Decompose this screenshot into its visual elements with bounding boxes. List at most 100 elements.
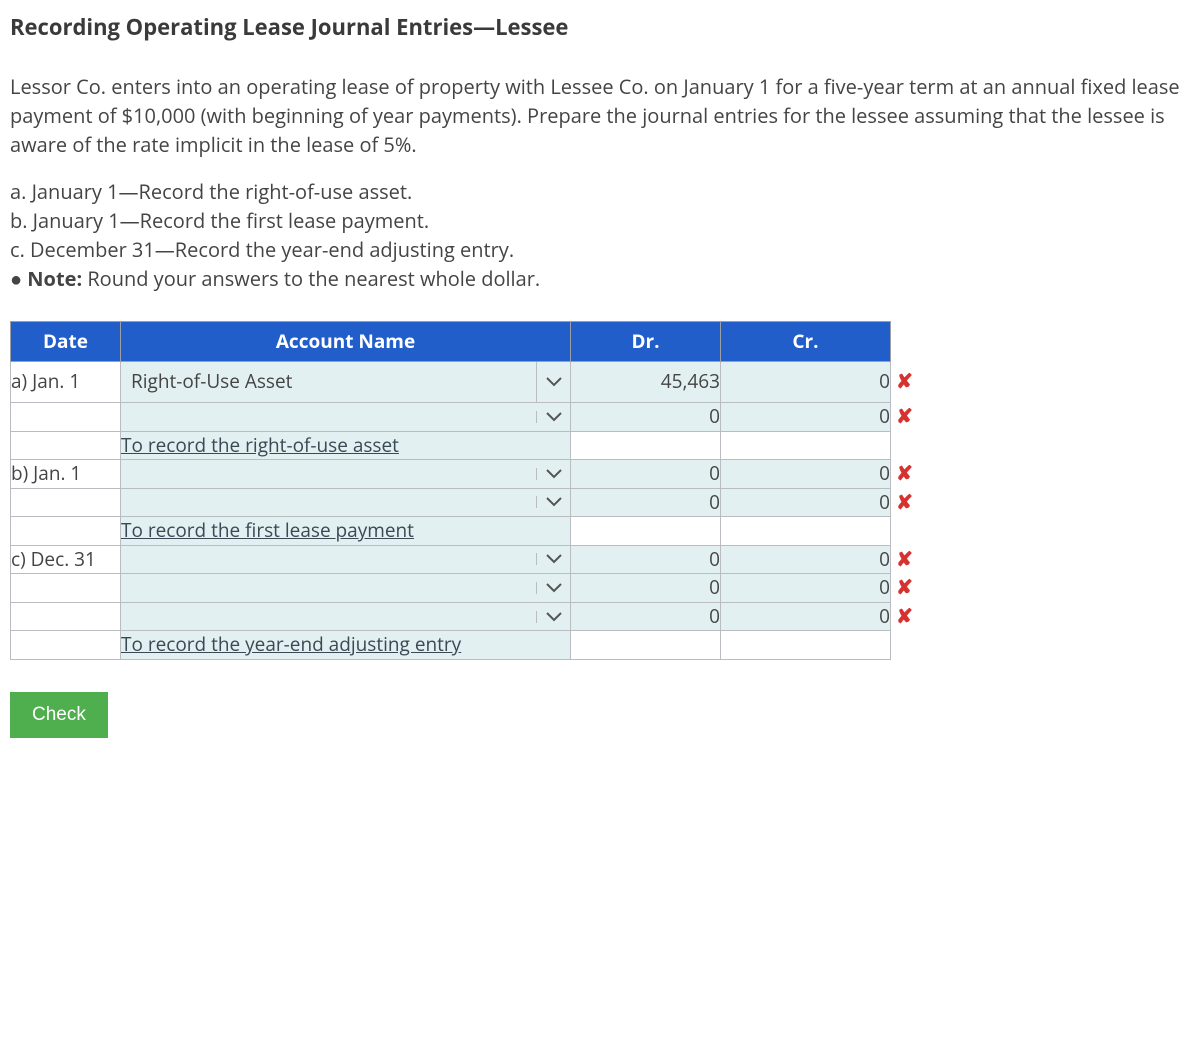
col-header-mark — [891, 321, 919, 362]
account-cell: Right-of-Use Asset — [121, 362, 571, 403]
account-select[interactable] — [121, 468, 536, 480]
cr-input[interactable]: 0 — [721, 488, 891, 517]
journal-entry-table: Date Account Name Dr. Cr. a) Jan. 1 Righ… — [10, 321, 919, 660]
chevron-down-icon[interactable] — [536, 411, 570, 423]
table-row: a) Jan. 1 Right-of-Use Asset 45,463 0 ✘ — [11, 362, 919, 403]
dr-cell — [571, 631, 721, 660]
dr-input[interactable]: 0 — [571, 402, 721, 431]
date-cell: a) Jan. 1 — [11, 362, 121, 403]
account-cell — [121, 460, 571, 489]
account-select[interactable] — [121, 611, 536, 623]
chevron-down-icon[interactable] — [536, 553, 570, 565]
entry-description: To record the first lease payment — [121, 517, 571, 546]
x-icon: ✘ — [896, 402, 913, 429]
mark-cell — [891, 431, 919, 460]
instruction-b: b. January 1—Record the first lease paym… — [10, 206, 1190, 235]
date-cell — [11, 402, 121, 431]
table-row: c) Dec. 31 0 0 ✘ — [11, 545, 919, 574]
dr-input[interactable]: 0 — [571, 545, 721, 574]
dr-input[interactable]: 0 — [571, 574, 721, 603]
chevron-down-icon[interactable] — [536, 582, 570, 594]
account-select[interactable] — [121, 496, 536, 508]
table-row-desc: To record the right-of-use asset — [11, 431, 919, 460]
desc-text: To record the right-of-use asset — [121, 432, 399, 458]
dr-input[interactable]: 0 — [571, 488, 721, 517]
check-button[interactable]: Check — [10, 692, 108, 738]
dr-input[interactable]: 0 — [571, 460, 721, 489]
instruction-note: ● Note: Round your answers to the neares… — [10, 264, 1190, 293]
x-icon: ✘ — [896, 459, 913, 486]
mark-cell: ✘ — [891, 602, 919, 631]
mark-cell — [891, 517, 919, 546]
table-row: 0 0 ✘ — [11, 402, 919, 431]
entry-description: To record the year-end adjusting entry — [121, 631, 571, 660]
date-cell: c) Dec. 31 — [11, 545, 121, 574]
note-label: Note: — [27, 265, 82, 292]
x-icon: ✘ — [896, 367, 913, 394]
mark-cell: ✘ — [891, 460, 919, 489]
mark-cell: ✘ — [891, 545, 919, 574]
x-icon: ✘ — [896, 545, 913, 572]
dr-cell — [571, 431, 721, 460]
x-icon: ✘ — [896, 573, 913, 600]
dr-cell — [571, 517, 721, 546]
table-row-desc: To record the first lease payment — [11, 517, 919, 546]
cr-input[interactable]: 0 — [721, 402, 891, 431]
account-cell — [121, 545, 571, 574]
dr-input[interactable]: 0 — [571, 602, 721, 631]
cr-input[interactable]: 0 — [721, 574, 891, 603]
entry-description: To record the right-of-use asset — [121, 431, 571, 460]
chevron-down-icon[interactable] — [536, 496, 570, 508]
note-text: Round your answers to the nearest whole … — [82, 265, 540, 292]
x-icon: ✘ — [896, 602, 913, 629]
page-title: Recording Operating Lease Journal Entrie… — [10, 12, 1190, 44]
date-cell — [11, 631, 121, 660]
mark-cell: ✘ — [891, 402, 919, 431]
table-row: 0 0 ✘ — [11, 602, 919, 631]
dr-input[interactable]: 45,463 — [571, 362, 721, 403]
table-row: 0 0 ✘ — [11, 574, 919, 603]
chevron-down-icon[interactable] — [536, 468, 570, 480]
mark-cell — [891, 631, 919, 660]
instruction-list: a. January 1—Record the right-of-use ass… — [10, 177, 1190, 293]
desc-text: To record the first lease payment — [121, 517, 414, 543]
cr-input[interactable]: 0 — [721, 460, 891, 489]
cr-cell — [721, 517, 891, 546]
account-cell — [121, 488, 571, 517]
x-icon: ✘ — [896, 488, 913, 515]
mark-cell: ✘ — [891, 362, 919, 403]
date-cell — [11, 602, 121, 631]
desc-text: To record the year-end adjusting entry — [121, 631, 461, 657]
table-row: 0 0 ✘ — [11, 488, 919, 517]
date-cell — [11, 431, 121, 460]
account-cell — [121, 574, 571, 603]
chevron-down-icon[interactable] — [536, 362, 570, 402]
bullet-icon: ● — [10, 265, 22, 292]
instruction-c: c. December 31—Record the year-end adjus… — [10, 235, 1190, 264]
cr-input[interactable]: 0 — [721, 545, 891, 574]
date-cell — [11, 574, 121, 603]
col-header-dr: Dr. — [571, 321, 721, 362]
problem-prompt: Lessor Co. enters into an operating leas… — [10, 72, 1190, 159]
table-row: b) Jan. 1 0 0 ✘ — [11, 460, 919, 489]
cr-cell — [721, 431, 891, 460]
cr-input[interactable]: 0 — [721, 362, 891, 403]
account-cell — [121, 602, 571, 631]
chevron-down-icon[interactable] — [536, 611, 570, 623]
mark-cell: ✘ — [891, 488, 919, 517]
cr-input[interactable]: 0 — [721, 602, 891, 631]
account-select[interactable] — [121, 411, 536, 423]
date-cell — [11, 488, 121, 517]
account-select[interactable] — [121, 553, 536, 565]
account-cell — [121, 402, 571, 431]
cr-cell — [721, 631, 891, 660]
account-select[interactable]: Right-of-Use Asset — [121, 362, 536, 402]
date-cell: b) Jan. 1 — [11, 460, 121, 489]
instruction-a: a. January 1—Record the right-of-use ass… — [10, 177, 1190, 206]
date-cell — [11, 517, 121, 546]
table-row-desc: To record the year-end adjusting entry — [11, 631, 919, 660]
col-header-cr: Cr. — [721, 321, 891, 362]
col-header-date: Date — [11, 321, 121, 362]
account-select[interactable] — [121, 582, 536, 594]
col-header-account: Account Name — [121, 321, 571, 362]
